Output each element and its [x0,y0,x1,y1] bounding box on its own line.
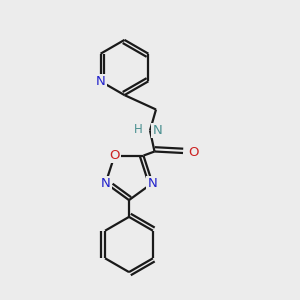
Text: H: H [134,122,142,136]
Text: O: O [188,146,199,160]
Text: N: N [152,124,162,137]
Text: N: N [101,177,110,190]
Text: O: O [109,149,120,162]
Text: N: N [148,177,157,190]
Text: N: N [96,75,106,88]
